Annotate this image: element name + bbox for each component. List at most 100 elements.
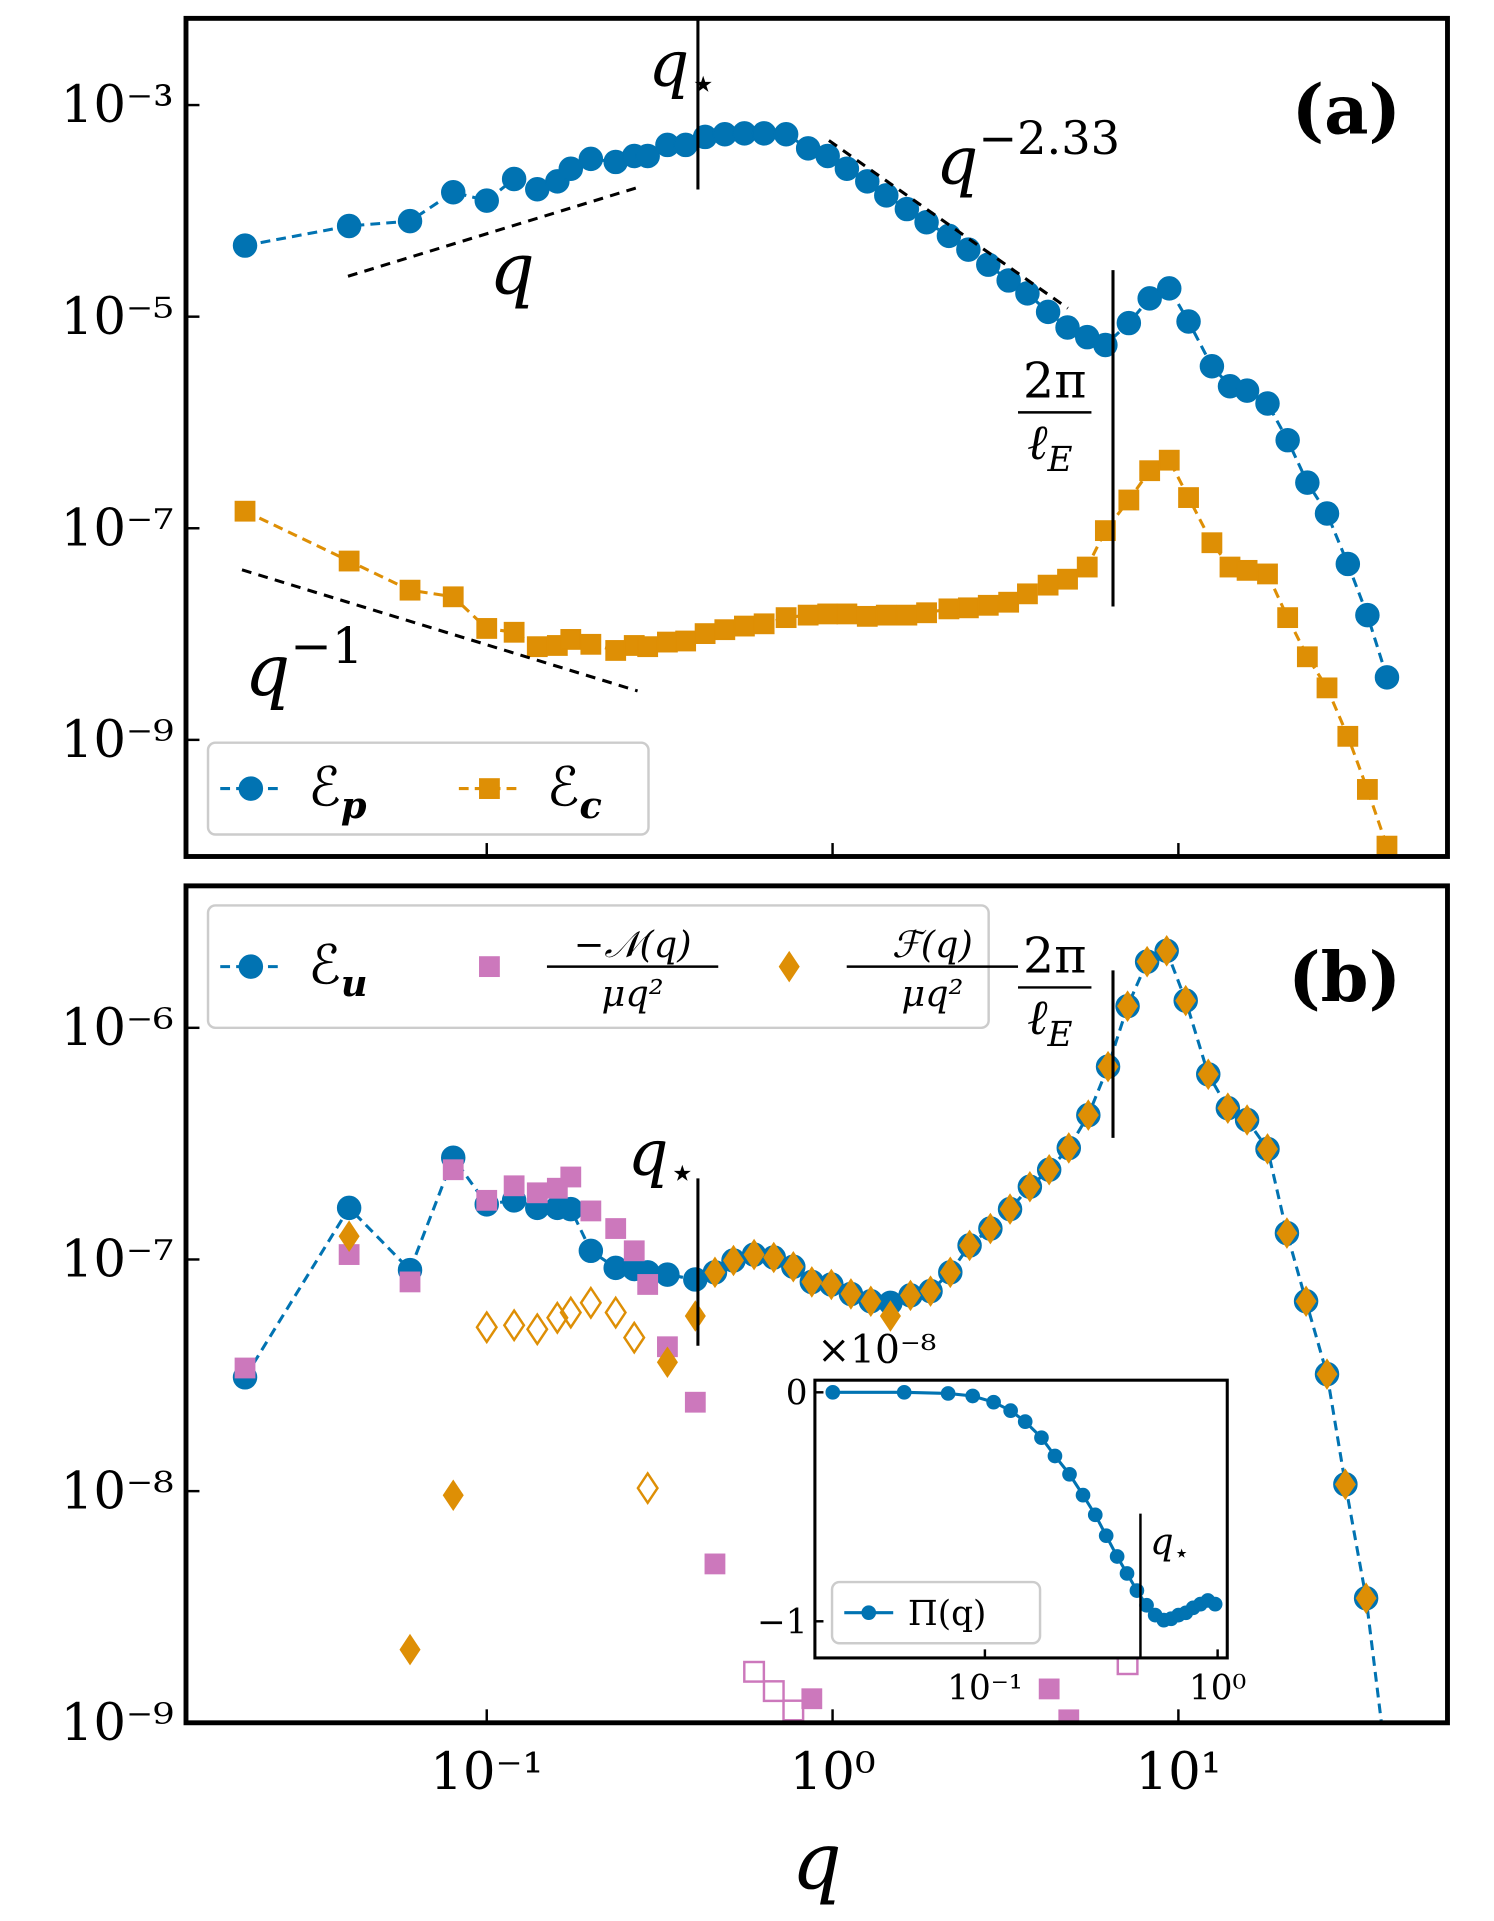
- marker: [1355, 1582, 1377, 1614]
- legend-name: ℰ: [308, 756, 341, 819]
- marker: [999, 1193, 1021, 1225]
- marker: [998, 591, 1020, 613]
- annotation-num: 2π: [1023, 353, 1086, 410]
- marker: [1296, 646, 1318, 668]
- marker: [1116, 310, 1142, 336]
- legend-label: ℰc: [547, 756, 602, 827]
- marker: [815, 143, 840, 169]
- marker: [1098, 1528, 1114, 1544]
- marker: [1117, 990, 1139, 1022]
- marker: [979, 1212, 1001, 1245]
- marker: [655, 1262, 680, 1287]
- marker: [1058, 1132, 1080, 1164]
- plot-frame: [813, 1378, 1229, 1660]
- marker: [675, 630, 697, 652]
- marker: [1295, 470, 1320, 495]
- marker: [775, 607, 797, 629]
- marker: [559, 1295, 583, 1330]
- annotation-base: q: [628, 1117, 669, 1191]
- marker: [820, 1268, 842, 1301]
- marker: [1055, 315, 1080, 340]
- legend-den: μq²: [602, 972, 664, 1015]
- annotation-den-sub: E: [1047, 1015, 1073, 1055]
- marker: [936, 223, 962, 249]
- marker: [1355, 602, 1380, 628]
- marker: [503, 1175, 525, 1197]
- marker: [440, 179, 466, 205]
- plot: [825, 1384, 1223, 1658]
- guide-label-base: q: [489, 228, 534, 311]
- annotation-sub: ⋆: [1174, 1538, 1190, 1568]
- marker: [856, 605, 878, 627]
- legend-box: [206, 741, 650, 836]
- x-tick-label: 10⁰: [1189, 1669, 1246, 1709]
- marker: [1217, 1092, 1239, 1124]
- guide-label: q−2.33: [936, 111, 1120, 200]
- marker: [1236, 559, 1258, 581]
- marker: [801, 1266, 823, 1298]
- marker: [622, 1320, 646, 1355]
- marker: [605, 640, 627, 661]
- marker: [502, 1308, 526, 1343]
- guide-label-base: q: [245, 629, 290, 712]
- marker: [694, 623, 716, 645]
- marker: [753, 613, 775, 635]
- marker: [637, 636, 659, 658]
- guide-label: q−1: [245, 617, 364, 712]
- marker: [558, 1196, 584, 1222]
- marker: [1077, 1099, 1099, 1131]
- y-tick-label: 0: [786, 1374, 808, 1414]
- marker: [916, 602, 937, 624]
- marker: [1374, 1747, 1397, 1770]
- legend-marker: [861, 1605, 877, 1621]
- marker: [840, 1278, 862, 1310]
- legend-marker: [479, 956, 500, 978]
- marker: [879, 1300, 901, 1332]
- marker: [782, 1250, 804, 1283]
- marker: [1197, 1058, 1219, 1091]
- marker: [751, 121, 777, 146]
- marker: [558, 156, 584, 181]
- legend-sub: c: [580, 784, 602, 827]
- marker: [476, 1189, 498, 1211]
- marker: [1139, 460, 1161, 482]
- marker: [959, 1229, 981, 1262]
- marker: [977, 594, 999, 616]
- marker: [855, 169, 880, 194]
- marker: [234, 1357, 256, 1379]
- annotation-num: 2π: [1023, 928, 1086, 985]
- marker: [1003, 1403, 1018, 1418]
- guide-label: q: [489, 228, 534, 311]
- y-tick-label: 10⁻⁹: [61, 1693, 174, 1753]
- marker: [1255, 391, 1280, 416]
- marker: [1314, 501, 1340, 526]
- marker: [1356, 779, 1378, 800]
- marker: [894, 196, 920, 222]
- legend-marker: [479, 778, 500, 799]
- marker: [1316, 677, 1338, 699]
- x-axis-label: q: [792, 1816, 842, 1907]
- marker: [526, 1182, 548, 1204]
- marker: [1257, 563, 1278, 585]
- marker: [684, 1300, 706, 1332]
- marker: [526, 1312, 549, 1347]
- x-tick-label: 10¹: [1135, 1742, 1221, 1802]
- legend-name: ℰ: [547, 756, 580, 819]
- legend-sub: u: [341, 962, 368, 1005]
- marker: [1374, 665, 1400, 690]
- legend-label: Π(q): [908, 1594, 987, 1634]
- marker: [604, 1295, 627, 1330]
- legend-den: μq²: [901, 972, 963, 1015]
- y-tick-label: 10⁻⁷: [61, 1230, 174, 1290]
- marker: [1376, 835, 1398, 857]
- marker: [1277, 607, 1299, 629]
- y-tick-label: 10⁻³: [61, 75, 174, 135]
- marker: [704, 1553, 726, 1575]
- marker: [399, 579, 421, 601]
- marker: [996, 268, 1021, 293]
- marker: [1158, 449, 1180, 471]
- marker: [442, 1159, 464, 1181]
- marker: [503, 621, 525, 643]
- marker: [1087, 1507, 1103, 1523]
